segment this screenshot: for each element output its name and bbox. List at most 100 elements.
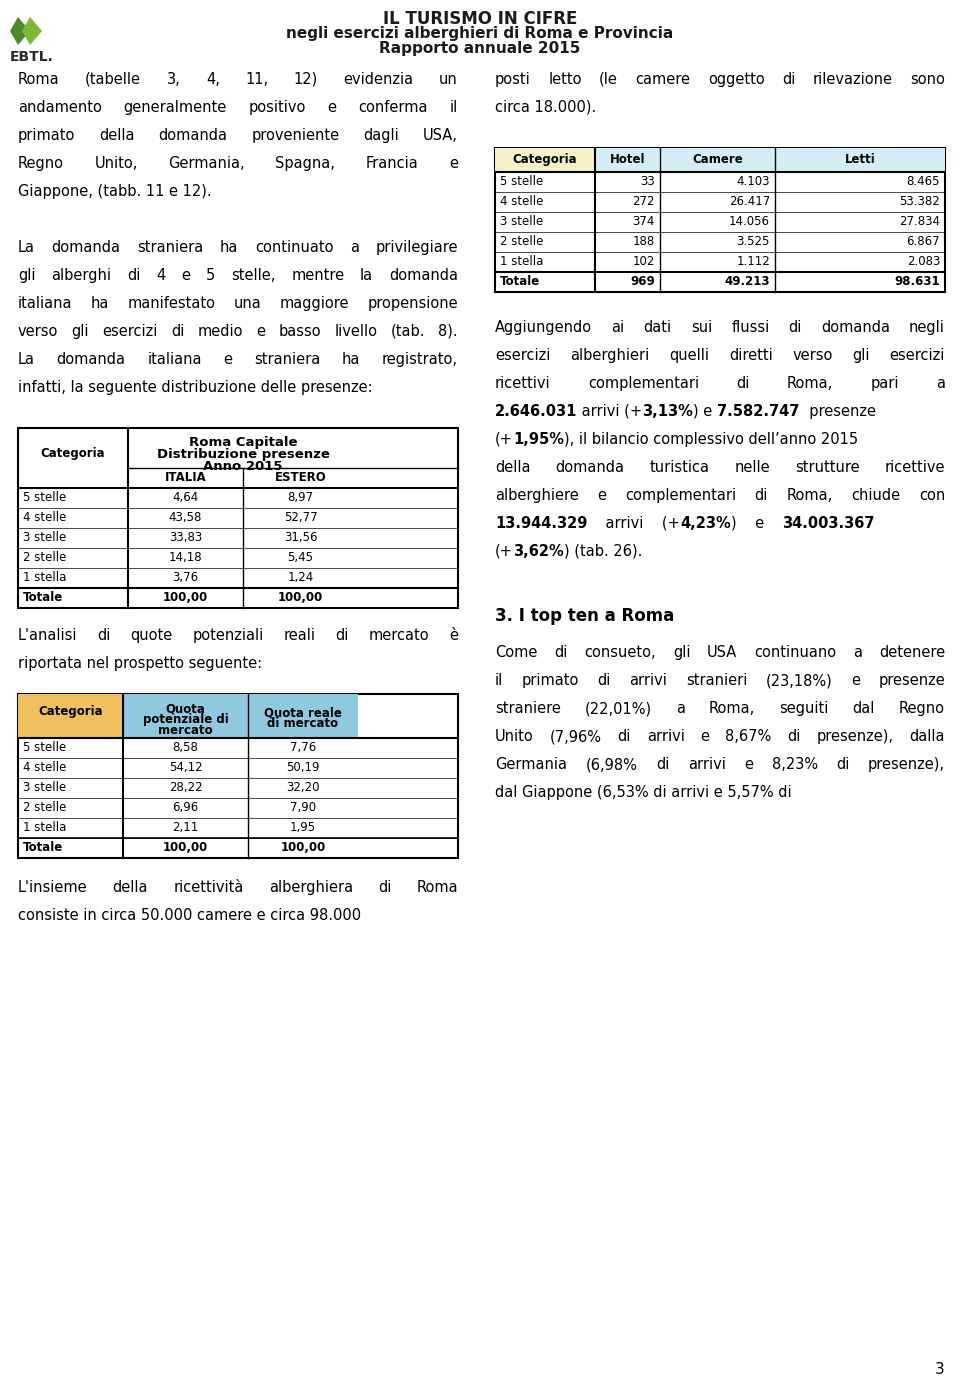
Text: domanda: domanda [556, 460, 624, 475]
Text: è: è [449, 628, 458, 643]
Text: 3,: 3, [167, 72, 180, 87]
Text: straniere: straniere [495, 701, 561, 716]
Text: 3,76: 3,76 [173, 571, 199, 584]
Text: Quota reale: Quota reale [264, 707, 342, 719]
Text: andamento: andamento [18, 99, 102, 115]
Text: 14.056: 14.056 [729, 215, 770, 228]
Text: reali: reali [283, 628, 316, 643]
Text: 43,58: 43,58 [169, 511, 203, 524]
Text: domanda: domanda [158, 128, 228, 144]
Text: 53.382: 53.382 [900, 195, 940, 208]
Text: seguiti: seguiti [780, 701, 828, 716]
Text: 7.582.747: 7.582.747 [717, 404, 800, 420]
Text: La: La [18, 352, 35, 367]
Text: 6,96: 6,96 [173, 800, 199, 814]
Text: Germania,: Germania, [168, 156, 245, 171]
Text: ricettività: ricettività [173, 880, 244, 896]
Text: letto: letto [548, 72, 582, 87]
Bar [495, 148, 595, 172]
Text: positivo: positivo [249, 99, 306, 115]
Text: consiste in circa 50.000 camere e circa 98.000: consiste in circa 50.000 camere e circa … [18, 908, 361, 923]
Text: Categoria: Categoria [38, 705, 103, 719]
Text: alberghiera: alberghiera [269, 880, 353, 896]
Text: alberghiere: alberghiere [495, 489, 579, 502]
Text: sui: sui [691, 320, 712, 335]
Text: di: di [97, 628, 110, 643]
Text: e: e [224, 352, 232, 367]
Text: Regno: Regno [18, 156, 64, 171]
Text: Distribuzione presenze: Distribuzione presenze [156, 448, 329, 461]
Text: domanda: domanda [57, 352, 126, 367]
Text: 2,11: 2,11 [173, 821, 199, 834]
Text: 3 stelle: 3 stelle [500, 215, 543, 228]
Text: 27.834: 27.834 [899, 215, 940, 228]
Text: di: di [171, 324, 184, 339]
Text: 8).: 8). [439, 324, 458, 339]
Text: 11,: 11, [245, 72, 269, 87]
Text: dalla: dalla [909, 729, 945, 744]
Text: 7,76: 7,76 [290, 741, 316, 753]
Text: e: e [181, 268, 190, 283]
Text: primato: primato [521, 673, 579, 689]
Text: L'insieme: L'insieme [18, 880, 87, 896]
Text: nelle: nelle [734, 460, 770, 475]
Bar [495, 148, 945, 293]
Text: negli esercizi alberghieri di Roma e Provincia: negli esercizi alberghieri di Roma e Pro… [286, 26, 674, 41]
Text: camere: camere [636, 72, 690, 87]
Text: e: e [851, 673, 860, 689]
Text: 3 stelle: 3 stelle [23, 781, 66, 793]
Text: 3.525: 3.525 [736, 235, 770, 248]
Text: (6,98%: (6,98% [586, 758, 637, 771]
Text: posti: posti [495, 72, 531, 87]
Text: 31,56: 31,56 [284, 531, 317, 544]
Text: mentre: mentre [291, 268, 345, 283]
Text: ITALIA: ITALIA [164, 471, 206, 484]
Text: 2.646.031: 2.646.031 [495, 404, 577, 420]
Text: 5,45: 5,45 [287, 551, 314, 564]
Polygon shape [22, 17, 42, 46]
Text: 5 stelle: 5 stelle [23, 491, 66, 504]
Text: stranieri: stranieri [685, 673, 747, 689]
Text: diretti: diretti [729, 348, 773, 363]
Text: continuato: continuato [254, 240, 333, 255]
Text: 2 stelle: 2 stelle [500, 235, 543, 248]
Text: Hotel: Hotel [610, 153, 645, 166]
Bar [123, 694, 358, 738]
Text: Totale: Totale [23, 591, 63, 604]
Text: sono: sono [910, 72, 945, 87]
Text: la: la [360, 268, 373, 283]
Text: negli: negli [909, 320, 945, 335]
Text: Roma: Roma [417, 880, 458, 896]
Text: maggiore: maggiore [279, 295, 349, 310]
Text: 4 stelle: 4 stelle [23, 760, 66, 774]
Text: Roma,: Roma, [709, 701, 756, 716]
Text: Regno: Regno [899, 701, 945, 716]
Text: 26.417: 26.417 [729, 195, 770, 208]
Text: 8,58: 8,58 [173, 741, 199, 753]
Text: e: e [256, 324, 265, 339]
Text: 3,13%: 3,13% [642, 404, 693, 420]
Text: 98.631: 98.631 [895, 275, 940, 288]
Text: di: di [656, 758, 669, 771]
Text: arrivi    (+: arrivi (+ [588, 516, 680, 531]
Text: complementari: complementari [625, 489, 736, 502]
Bar [595, 148, 945, 172]
Text: arrivi (+: arrivi (+ [577, 404, 642, 420]
Text: arrivi: arrivi [687, 758, 726, 771]
Text: ai: ai [612, 320, 624, 335]
Text: Quota: Quota [165, 702, 205, 715]
Text: 49.213: 49.213 [725, 275, 770, 288]
Text: 1 stella: 1 stella [23, 571, 66, 584]
Text: 1 stella: 1 stella [500, 255, 543, 268]
Text: e: e [327, 99, 337, 115]
Text: presenze),: presenze), [817, 729, 894, 744]
Text: arrivi: arrivi [630, 673, 667, 689]
Text: consueto,: consueto, [585, 644, 656, 660]
Text: EBTL.: EBTL. [10, 50, 54, 63]
Text: di: di [597, 673, 611, 689]
Text: 272: 272 [633, 195, 655, 208]
Text: (tab.: (tab. [391, 324, 425, 339]
Text: dagli: dagli [364, 128, 399, 144]
Text: 50,19: 50,19 [286, 760, 320, 774]
Text: 1,24: 1,24 [287, 571, 314, 584]
